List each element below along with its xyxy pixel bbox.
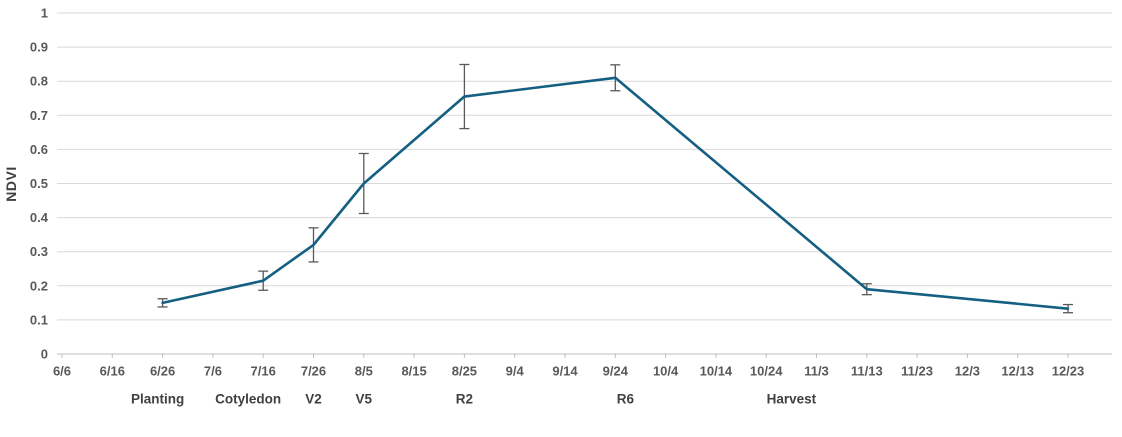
x-tick-label: 8/25	[452, 364, 477, 379]
x-tick-label: 12/23	[1052, 364, 1085, 379]
x-tick-label: 9/24	[603, 364, 629, 379]
x-tick-label: 8/5	[355, 364, 373, 379]
y-tick-label: 1	[41, 6, 48, 21]
gridlines-group	[57, 12, 1112, 355]
x-tick-label: 7/16	[251, 364, 276, 379]
y-tick-label: 0.6	[30, 142, 48, 157]
stage-label-cotyledon: Cotyledon	[215, 392, 281, 407]
ndvi-series-line	[161, 76, 1070, 310]
x-tick-label: 6/6	[53, 364, 71, 379]
stage-label-planting: Planting	[131, 392, 184, 407]
y-tick-label: 0.2	[30, 278, 48, 293]
y-tick-label: 0.1	[30, 312, 48, 327]
x-tick-label: 9/4	[506, 364, 525, 379]
y-tick-label: 0.4	[30, 210, 49, 225]
y-tick-label: 0.7	[30, 108, 48, 123]
x-tick-label: 7/26	[301, 364, 326, 379]
x-tick-label: 8/15	[401, 364, 426, 379]
x-tick-label: 6/26	[150, 364, 175, 379]
x-tick-label: 12/3	[955, 364, 980, 379]
y-tick-label: 0.9	[30, 40, 48, 55]
y-axis-labels-group: 0 0.1 0.2 0.3 0.4 0.5 0.6 0.7 0.8 0.9 1	[30, 6, 49, 362]
stage-label-harvest: Harvest	[767, 392, 817, 407]
x-tick-label: 11/23	[901, 364, 933, 379]
y-tick-label: 0	[41, 347, 48, 362]
x-tick-label: 10/4	[653, 364, 679, 379]
x-tick-label: 10/24	[750, 364, 783, 379]
x-tick-label: 11/3	[804, 364, 829, 379]
y-tick-label: 0.3	[30, 244, 48, 259]
x-tick-label: 12/13	[1001, 364, 1034, 379]
series-group	[157, 63, 1073, 314]
stage-label-v2: V2	[305, 392, 322, 407]
stage-label-r2: R2	[456, 392, 473, 407]
x-tick-label: 6/16	[100, 364, 125, 379]
y-axis-title: NDVI	[3, 166, 19, 201]
y-tick-label: 0.8	[30, 74, 48, 89]
x-tick-label: 10/14	[700, 364, 733, 379]
x-tick-label: 7/6	[204, 364, 222, 379]
stage-labels-group: Planting Cotyledon V2 V5 R2 R6 Harvest	[131, 392, 817, 407]
stage-label-r6: R6	[617, 392, 635, 407]
x-tick-label: 9/14	[552, 364, 578, 379]
x-axis-group: 6/6 6/16 6/26 7/6 7/16 7/26 8/5 8/15 8/25 9/4 9/14…	[53, 354, 1084, 379]
y-tick-label: 0.5	[30, 176, 48, 191]
stage-label-v5: V5	[356, 392, 373, 407]
x-tick-label: 11/13	[851, 364, 883, 379]
